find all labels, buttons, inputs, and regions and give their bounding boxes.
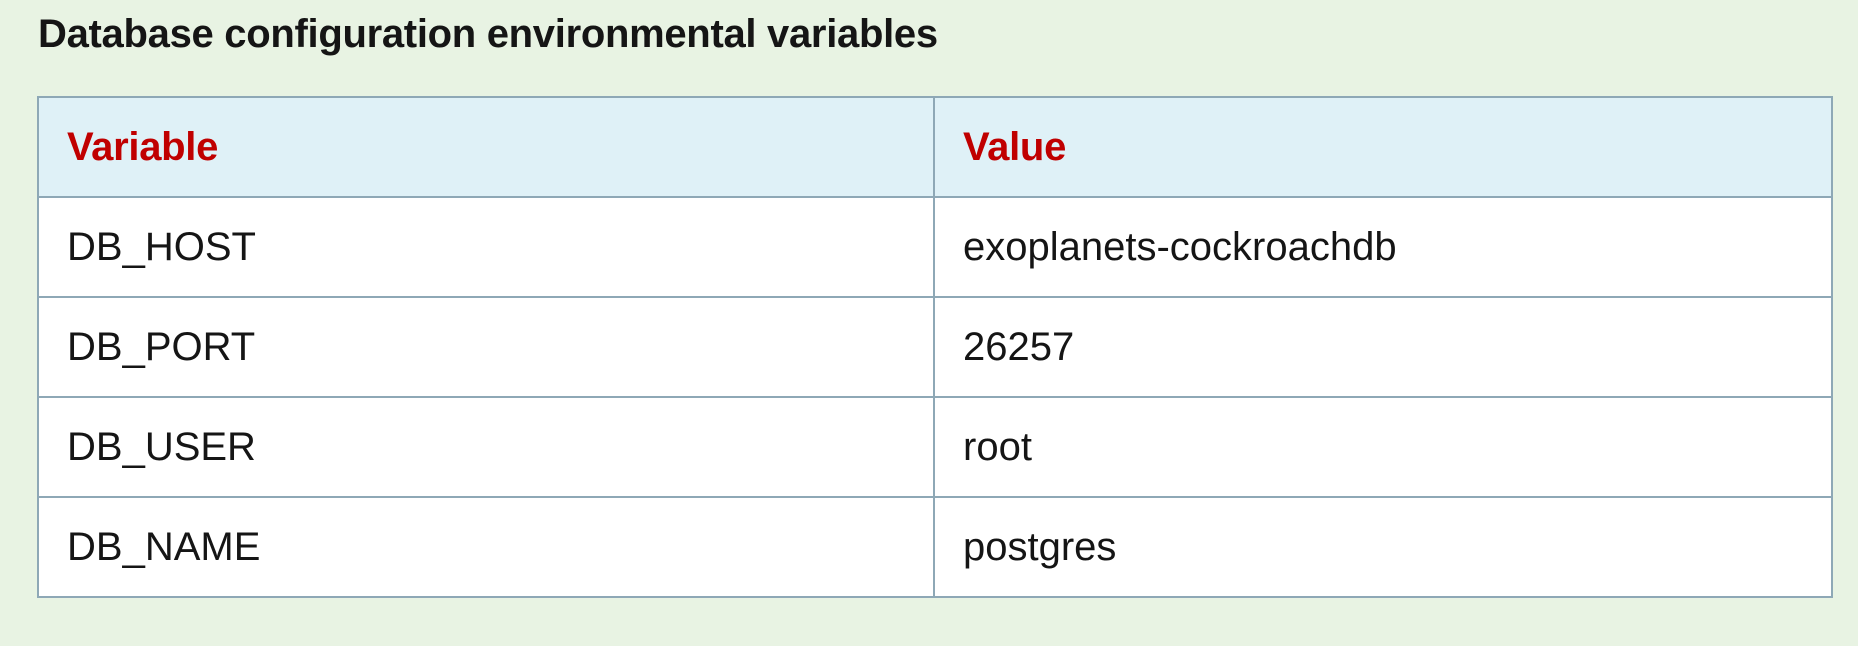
value-cell: root (933, 396, 1833, 498)
variable-cell: DB_NAME (37, 496, 935, 598)
variable-cell: DB_USER (37, 396, 935, 498)
table-row: DB_USER root (37, 396, 1833, 498)
value-cell: 26257 (933, 296, 1833, 398)
table-row: DB_NAME postgres (37, 496, 1833, 598)
value-cell: postgres (933, 496, 1833, 598)
env-variables-table: Variable Value DB_HOST exoplanets-cockro… (37, 96, 1833, 598)
table-row: DB_HOST exoplanets-cockroachdb (37, 196, 1833, 298)
column-header-value: Value (933, 96, 1833, 198)
variable-cell: DB_HOST (37, 196, 935, 298)
page-title: Database configuration environmental var… (38, 12, 938, 56)
variable-cell: DB_PORT (37, 296, 935, 398)
table-header-row: Variable Value (37, 96, 1833, 198)
column-header-variable: Variable (37, 96, 935, 198)
table-row: DB_PORT 26257 (37, 296, 1833, 398)
value-cell: exoplanets-cockroachdb (933, 196, 1833, 298)
